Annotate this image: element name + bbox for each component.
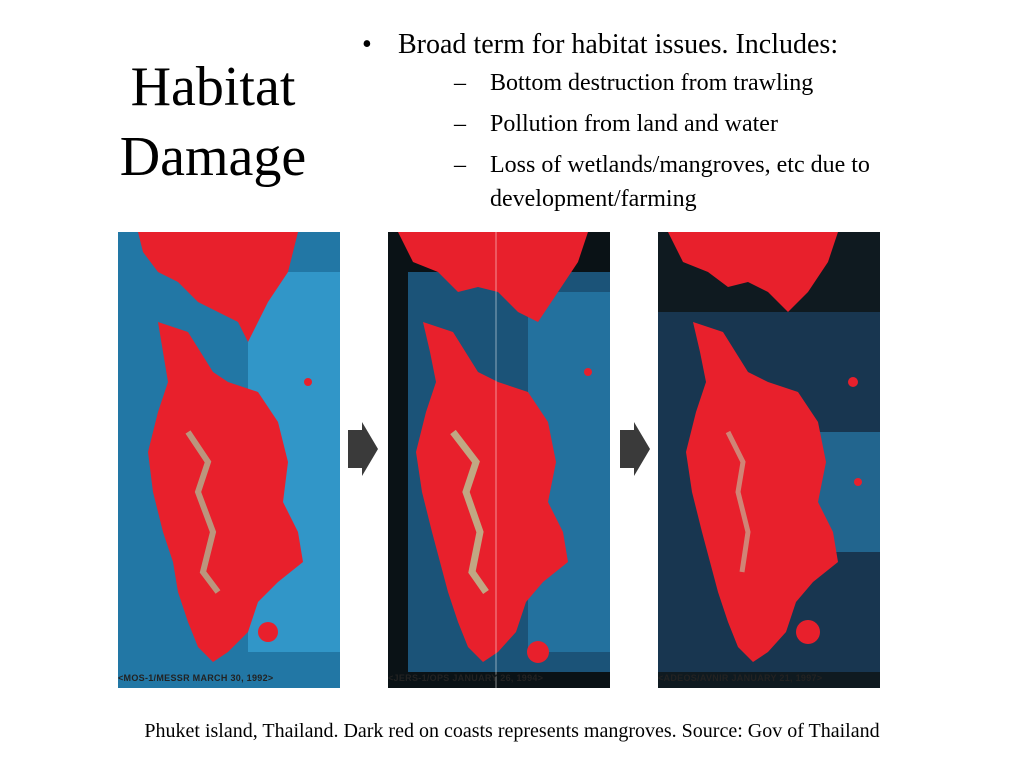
sub-bullet-item: – Bottom destruction from trawling (398, 66, 992, 100)
sub-bullet-item: – Loss of wetlands/mangroves, etc due to… (398, 148, 992, 216)
satellite-map-1994 (388, 232, 610, 688)
bullet-list: • Broad term for habitat issues. Include… (352, 26, 992, 223)
bullet-text: Broad term for habitat issues. Includes: (398, 29, 839, 60)
sub-bullet-item: – Pollution from land and water (398, 107, 992, 141)
sub-bullet-list: – Bottom destruction from trawling – Pol… (398, 66, 992, 216)
slide-footer-caption: Phuket island, Thailand. Dark red on coa… (144, 720, 880, 742)
bullet-marker: • (362, 29, 372, 60)
title-line-2: Damage (119, 126, 307, 188)
sub-bullet-dash: – (454, 152, 466, 178)
sub-bullet-dash: – (454, 111, 466, 137)
sub-bullet-text: Bottom destruction from trawling (490, 70, 814, 96)
arrow-right-icon (620, 422, 650, 481)
satellite-map-1997 (658, 232, 880, 688)
satellite-image-1997: <ADEOS/AVNIR JANUARY 21, 1997> (658, 232, 880, 688)
title-line-1: Habitat (130, 56, 296, 118)
satellite-image-1994: <JERS-1/OPS JANUARY 26, 1994> (388, 232, 610, 688)
image-label-1997: <ADEOS/AVNIR JANUARY 21, 1997> (658, 673, 823, 683)
bullet-item: • Broad term for habitat issues. Include… (352, 26, 992, 216)
image-label-1992: <MOS-1/MESSR MARCH 30, 1992> (118, 673, 274, 683)
satellite-image-1992: <MOS-1/MESSR MARCH 30, 1992> (118, 232, 340, 688)
satellite-image-sequence: <MOS-1/MESSR MARCH 30, 1992> <JERS-1/OPS… (110, 232, 880, 706)
slide-title: Habitat Damage (82, 52, 344, 192)
sub-bullet-dash: – (454, 70, 466, 96)
arrow-right-icon (348, 422, 378, 481)
image-label-1994: <JERS-1/OPS JANUARY 26, 1994> (388, 673, 544, 683)
sub-bullet-text: Pollution from land and water (490, 111, 778, 137)
sub-bullet-text: Loss of wetlands/mangroves, etc due to d… (490, 152, 870, 212)
satellite-map-1992 (118, 232, 340, 688)
